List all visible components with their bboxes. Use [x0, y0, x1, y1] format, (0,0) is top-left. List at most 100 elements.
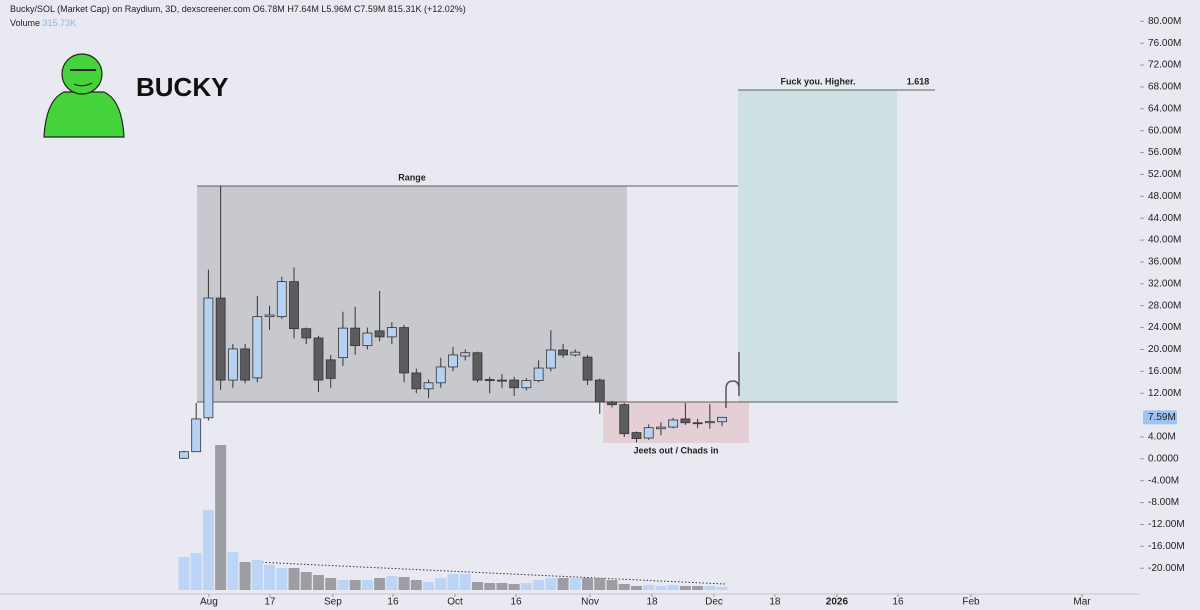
logo-mouth	[73, 82, 93, 87]
logo-head	[61, 53, 103, 95]
volume-bar	[227, 552, 239, 590]
candle-body	[680, 418, 691, 424]
ohlc-high: H7.64M	[287, 4, 319, 14]
candle-body	[668, 419, 679, 428]
volume-bar	[533, 580, 545, 590]
candle-body	[545, 349, 556, 369]
y-tick-label: 32.00M	[1148, 278, 1181, 289]
volume-bar	[337, 580, 349, 590]
y-tick-label: 68.00M	[1148, 82, 1181, 93]
y-tick-label: 12.00M	[1148, 388, 1181, 399]
x-tick-label: Aug	[200, 597, 218, 608]
x-tick-label: Sep	[324, 597, 342, 608]
candle-body	[570, 351, 581, 356]
y-tick-label: 36.00M	[1148, 257, 1181, 268]
y-tick-label: -8.00M	[1148, 497, 1179, 508]
volume-bar	[386, 576, 398, 590]
volume-bar	[606, 580, 618, 590]
y-tick-label: 60.00M	[1148, 125, 1181, 136]
y-tick-label: -16.00M	[1148, 541, 1185, 552]
candle-body	[582, 356, 593, 381]
volume-bar	[618, 584, 630, 590]
candle-body	[203, 297, 214, 419]
y-tick-label: -4.00M	[1148, 475, 1179, 486]
y-tick-label: 80.00M	[1148, 16, 1181, 27]
volume-trendline	[254, 561, 726, 585]
candle-body	[350, 327, 361, 347]
candle-body	[692, 422, 703, 425]
volume-bar	[410, 580, 422, 590]
candle-body	[374, 330, 385, 338]
volume-bar	[716, 586, 728, 590]
y-tick-label: 24.00M	[1148, 322, 1181, 333]
ohlc-change: 815.31K (+12.02%)	[388, 4, 466, 14]
y-tick-label: 40.00M	[1148, 235, 1181, 246]
last-price-box	[1143, 410, 1177, 425]
volume-bar	[178, 557, 190, 590]
candle-body	[338, 327, 348, 359]
candle-body	[558, 349, 568, 356]
logo	[43, 53, 125, 138]
candle-body	[313, 337, 324, 381]
x-tick-label: 18	[769, 597, 781, 608]
candle-body	[362, 332, 373, 347]
y-tick-label: 72.00M	[1148, 60, 1181, 71]
x-tick-label: 16	[892, 597, 904, 608]
volume-bar	[239, 562, 251, 590]
x-tick-label: 16	[387, 597, 399, 608]
volume-bar	[447, 574, 459, 590]
y-tick-label: 64.00M	[1148, 103, 1181, 114]
candle-body	[509, 379, 520, 389]
candle-body	[423, 382, 434, 390]
volume-bar	[508, 584, 520, 590]
fib-label: 1.618	[907, 76, 930, 86]
volume-bar	[361, 580, 373, 590]
candle-body	[594, 379, 605, 403]
candle-body	[301, 328, 312, 339]
candle-body	[399, 327, 409, 374]
target-box	[738, 90, 897, 402]
volume-bar	[471, 582, 483, 590]
y-tick-label: 0.0000	[1148, 453, 1179, 464]
x-tick-label: Mar	[1073, 597, 1091, 608]
candle-body	[460, 352, 471, 357]
candle-body	[497, 379, 507, 382]
target-label: Fuck you. Higher.	[780, 76, 855, 86]
volume-bar	[215, 445, 227, 590]
volume-bar	[349, 580, 361, 590]
y-tick-label: 4.00M	[1148, 432, 1176, 443]
volume-bar	[288, 568, 300, 590]
marks	[178, 185, 728, 590]
volume-bar	[679, 586, 691, 590]
candle-body	[386, 327, 397, 338]
x-tick-label: Dec	[705, 597, 723, 608]
range-label: Range	[398, 172, 426, 182]
y-tick-label: 76.00M	[1148, 38, 1181, 49]
volume-bar	[264, 565, 276, 590]
candle-body	[435, 366, 446, 384]
volume-name: Volume	[10, 18, 40, 28]
candle-body	[411, 372, 422, 390]
volume-bar	[398, 577, 410, 590]
volume-bar	[300, 572, 312, 590]
volume-bar	[569, 578, 581, 590]
zone-label: Jeets out / Chads in	[633, 445, 718, 455]
candle-body	[656, 426, 666, 430]
y-tick-label: 48.00M	[1148, 191, 1181, 202]
volume-bar	[374, 578, 386, 590]
volume-bar	[582, 578, 594, 590]
candle-body	[289, 281, 299, 330]
volume-bar	[667, 585, 679, 590]
volume-bar	[496, 583, 508, 590]
candle-body	[448, 354, 458, 368]
candle-body	[227, 348, 238, 381]
y-tick-label: 28.00M	[1148, 300, 1181, 311]
x-tick-label: Feb	[962, 597, 980, 608]
candle-body	[252, 316, 263, 379]
volume-bar	[190, 553, 202, 590]
volume-bar	[643, 585, 655, 590]
ohlc-low: L5.96M	[321, 4, 351, 14]
logo-text: BUCKY	[136, 72, 228, 102]
candle-body	[484, 379, 495, 382]
